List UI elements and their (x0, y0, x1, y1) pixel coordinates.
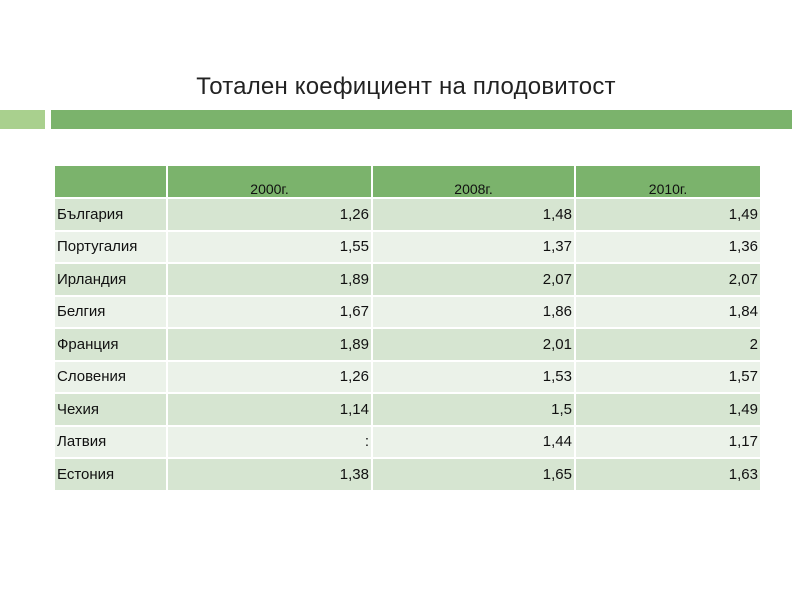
value-cell: 1,48 (372, 198, 576, 232)
value-cell: 1,84 (575, 295, 762, 329)
value-cell: 1,53 (372, 360, 576, 394)
slide-title: Тотален коефициент на плодовитост (196, 73, 616, 100)
accent-bar-right (51, 110, 792, 129)
value-cell: 1,14 (167, 393, 373, 427)
value-cell: 1,57 (575, 360, 762, 394)
value-cell: 1,63 (575, 458, 762, 492)
value-cell: 1,89 (167, 328, 373, 362)
value-cell: 1,17 (575, 425, 762, 459)
country-cell: Чехия (55, 393, 168, 427)
value-cell: 1,36 (575, 230, 762, 264)
value-cell: 1,38 (167, 458, 373, 492)
table-row: Латвия : 1,44 1,17 (55, 425, 762, 459)
country-cell: Ирландия (55, 263, 168, 297)
table-row: Естония 1,38 1,65 1,63 (55, 458, 762, 492)
value-cell: 1,26 (167, 360, 373, 394)
value-cell: 2,07 (372, 263, 576, 297)
country-cell: Португалия (55, 230, 168, 264)
table-row: Ирландия 1,89 2,07 2,07 (55, 263, 762, 297)
value-cell: 1,26 (167, 198, 373, 232)
header-cell: 2000г. (167, 166, 373, 199)
value-cell: 1,67 (167, 295, 373, 329)
table-row: Португалия 1,55 1,37 1,36 (55, 230, 762, 264)
country-cell: Латвия (55, 425, 168, 459)
value-cell: 1,49 (575, 198, 762, 232)
country-cell: Естония (55, 458, 168, 492)
header-cell: 2010г. (575, 166, 762, 199)
table-row: България 1,26 1,48 1,49 (55, 198, 762, 232)
value-cell: 1,37 (372, 230, 576, 264)
value-cell: 1,55 (167, 230, 373, 264)
value-cell: 2 (575, 328, 762, 362)
table-row: Чехия 1,14 1,5 1,49 (55, 393, 762, 427)
country-cell: България (55, 198, 168, 232)
value-cell: 2,01 (372, 328, 576, 362)
value-cell: 1,5 (372, 393, 576, 427)
table-row: Франция 1,89 2,01 2 (55, 328, 762, 362)
table-row: Белгия 1,67 1,86 1,84 (55, 295, 762, 329)
country-cell: Франция (55, 328, 168, 362)
value-cell: 1,65 (372, 458, 576, 492)
fertility-table: 2000г. 2008г. 2010г. България 1,26 1,48 … (55, 166, 762, 492)
accent-bar-left (0, 110, 45, 129)
value-cell: 1,44 (372, 425, 576, 459)
header-cell (55, 166, 168, 199)
value-cell: 1,89 (167, 263, 373, 297)
value-cell: : (167, 425, 373, 459)
value-cell: 1,49 (575, 393, 762, 427)
country-cell: Белгия (55, 295, 168, 329)
value-cell: 1,86 (372, 295, 576, 329)
value-cell: 2,07 (575, 263, 762, 297)
country-cell: Словения (55, 360, 168, 394)
table-header-row: 2000г. 2008г. 2010г. (55, 166, 762, 199)
table-row: Словения 1,26 1,53 1,57 (55, 360, 762, 394)
header-cell: 2008г. (372, 166, 576, 199)
